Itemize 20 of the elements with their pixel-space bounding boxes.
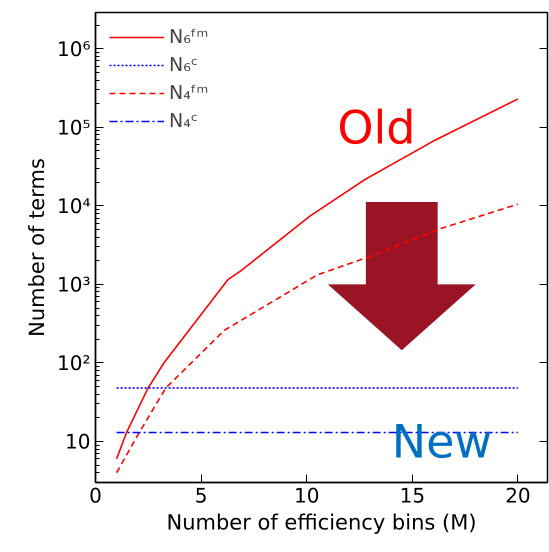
legend-label: N₆ᶜ [169,54,198,76]
y-tick-label: 10³ [57,272,90,296]
y-tick-label: 10⁵ [57,115,90,140]
x-tick-label: 10 [294,484,320,508]
y-tick-label: 10 [65,429,91,454]
x-tick-label: 0 [89,484,102,508]
line-series [116,98,519,460]
x-tick-label: 15 [400,484,426,508]
legend-label: N₄ᶠᵐ [169,82,208,104]
y-tick-label: 10⁶ [57,36,90,61]
y-tick-label: 10² [57,350,90,375]
line-series [116,203,519,474]
legend-label: N₄ᶜ [169,110,198,132]
y-axis-title: Number of terms [25,158,50,337]
x-tick-label: 20 [505,484,531,508]
x-tick-label: 5 [194,484,208,508]
legend-label: N₆ᶠᵐ [169,26,208,48]
annotation: Old [337,100,416,154]
y-tick-label: 10⁴ [57,194,90,218]
x-axis-title: Number of efficiency bins (M) [166,510,477,534]
